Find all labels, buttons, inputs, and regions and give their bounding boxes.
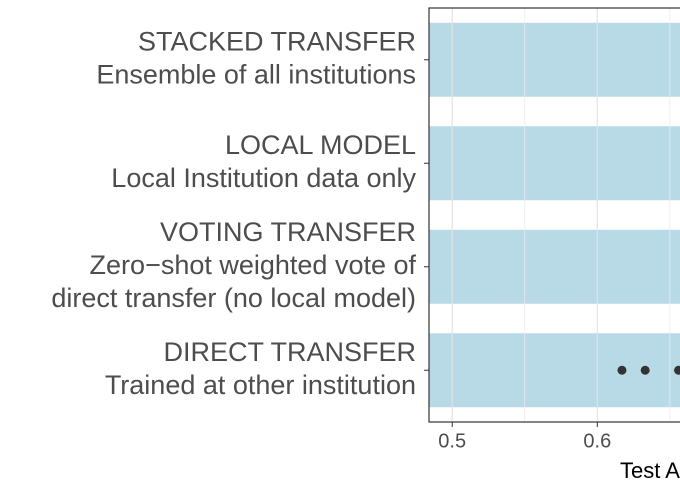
- category-band: [429, 126, 680, 201]
- category-description: Ensemble of all institutions: [96, 59, 416, 89]
- x-tick-label: 0.5: [438, 430, 466, 452]
- category-label: LOCAL MODEL: [225, 130, 416, 160]
- panel-border: [428, 7, 680, 423]
- data-point: [674, 365, 680, 375]
- category-description: Trained at other institution: [105, 370, 416, 400]
- category-label: VOTING TRANSFER: [160, 217, 416, 247]
- category-band: [429, 333, 680, 408]
- x-tick-label: 0.6: [583, 430, 611, 452]
- category-description: direct transfer (no local model): [51, 283, 416, 313]
- category-label: DIRECT TRANSFER: [163, 337, 416, 367]
- data-point: [640, 365, 650, 375]
- category-description: Local Institution data only: [111, 163, 416, 193]
- data-point: [617, 365, 627, 375]
- category-band: [429, 22, 680, 97]
- x-axis-title: Test A: [620, 458, 680, 483]
- category-band: [429, 229, 680, 304]
- category-label: STACKED TRANSFER: [138, 26, 416, 56]
- category-description: Zero−shot weighted vote of: [90, 250, 417, 280]
